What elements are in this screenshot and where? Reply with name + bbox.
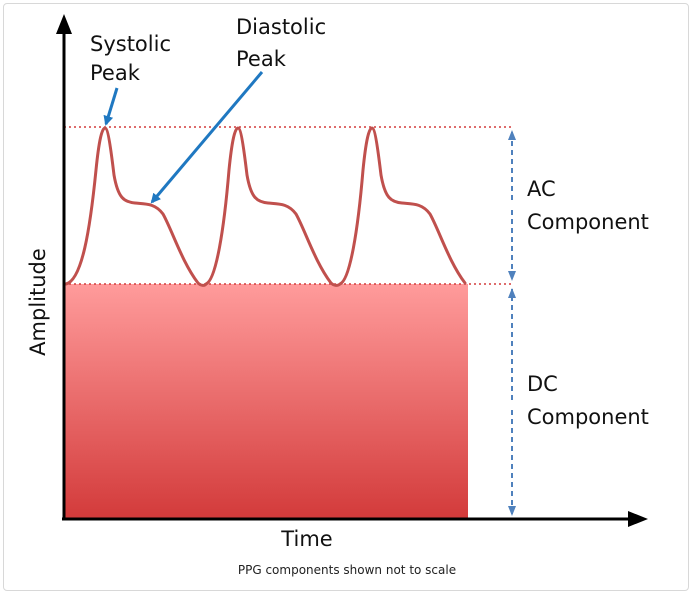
- ac-component-label-line2: Component: [527, 210, 649, 234]
- dc-component-label-line2: Component: [527, 405, 649, 429]
- diastolic-peak-label-line2: Peak: [236, 47, 287, 71]
- systolic-peak-arrow: [103, 87, 119, 126]
- systolic-peak-label-line1: Systolic: [90, 32, 171, 56]
- systolic-peak-label-line2: Peak: [90, 61, 141, 85]
- x-axis-label: Time: [280, 527, 332, 551]
- ac-component-label-line1: AC: [527, 177, 556, 201]
- x-axis-arrowhead: [628, 511, 648, 527]
- ppg-waveform: [64, 126, 467, 287]
- dc-component-label-line1: DC: [527, 372, 558, 396]
- diastolic-peak-arrow: [150, 71, 264, 204]
- dc-component-block: [64, 284, 468, 518]
- diastolic-peak-label-line1: Diastolic: [236, 15, 326, 39]
- figure-caption: PPG components shown not to scale: [237, 563, 457, 577]
- y-axis-label: Amplitude: [26, 248, 50, 356]
- ppg-diagram: Systolic Peak Diastolic Peak AC Componen…: [26, 14, 649, 551]
- y-axis-arrowhead: [56, 14, 72, 34]
